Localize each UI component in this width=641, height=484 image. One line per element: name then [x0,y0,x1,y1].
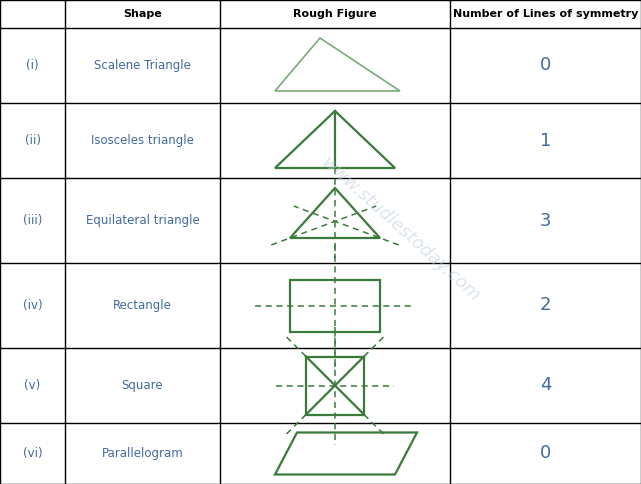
Text: 2: 2 [540,297,551,315]
Text: Rectangle: Rectangle [113,299,172,312]
Bar [306,357,364,414]
Text: (vi): (vi) [22,447,42,460]
Text: (ii): (ii) [24,134,40,147]
Text: (v): (v) [24,379,40,392]
Text: Scalene Triangle: Scalene Triangle [94,59,191,72]
Text: Isosceles triangle: Isosceles triangle [91,134,194,147]
Text: Number of Lines of symmetry: Number of Lines of symmetry [453,9,638,19]
Text: 1: 1 [540,132,551,150]
Text: Shape: Shape [123,9,162,19]
Text: 0: 0 [540,444,551,463]
Text: 4: 4 [540,377,551,394]
Text: Square: Square [122,379,163,392]
Text: Rough Figure: Rough Figure [293,9,377,19]
Text: 3: 3 [540,212,551,229]
Text: (i): (i) [26,59,39,72]
Text: Parallelogram: Parallelogram [102,447,183,460]
Bar [290,279,380,332]
Text: (iii): (iii) [23,214,42,227]
Text: 0: 0 [540,57,551,75]
Text: www.studiestoday.com: www.studiestoday.com [317,154,483,306]
Text: (iv): (iv) [22,299,42,312]
Text: Equilateral triangle: Equilateral triangle [86,214,199,227]
